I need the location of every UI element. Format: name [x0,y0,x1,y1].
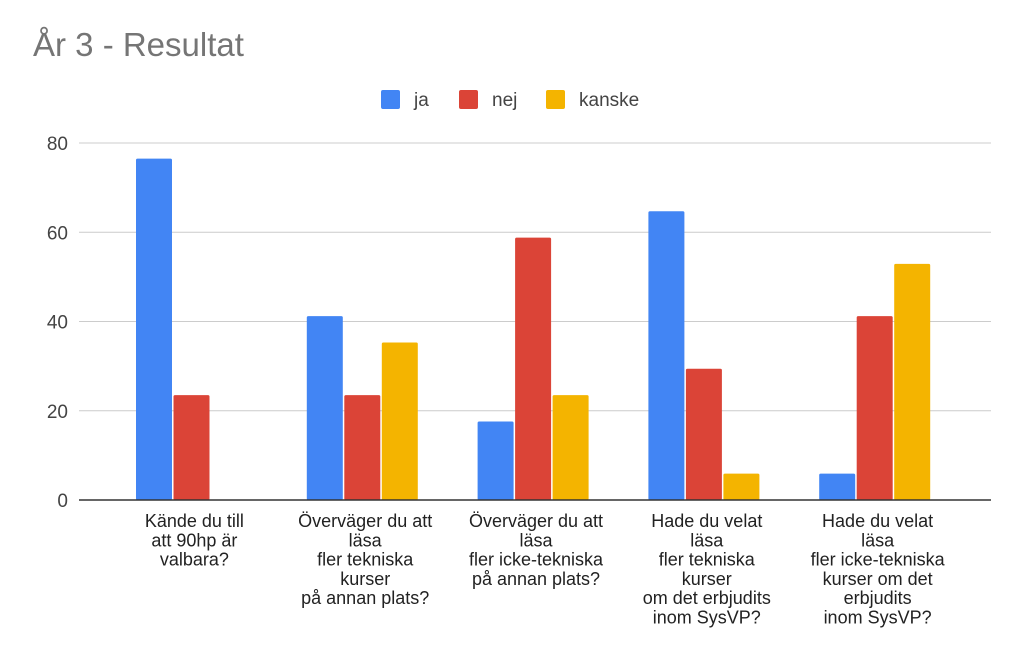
legend-label: ja [413,90,429,111]
y-tick-label: 80 [47,134,68,155]
bar-nej-4 [856,316,893,500]
x-category-line: om det erbjudits [643,588,771,608]
x-category-line: Hade du velat [651,511,762,531]
x-category-line: Överväger du att [469,511,603,531]
x-category-line: erbjudits [844,588,912,608]
legend-swatch [459,90,478,109]
legend-swatch [546,90,565,109]
legend[interactable]: ja nej kanske [381,90,639,111]
bar-nej-3 [685,368,722,500]
bar-kanske-2 [552,395,589,500]
bar-nej-2 [515,237,552,501]
x-category-line: fler icke-tekniska [469,550,604,570]
bar-kanske-4 [894,263,931,500]
bar-ja-4 [819,473,856,500]
x-category-line: kurser om det [823,569,933,589]
y-tick-label: 0 [57,491,68,512]
y-axis-ticks: 0 20 40 60 80 [47,134,68,512]
bar-ja-3 [648,211,685,500]
x-category-line: läsa [690,530,724,550]
legend-label: nej [492,90,517,111]
bars [136,158,931,501]
bar-kanske-3 [723,473,760,500]
x-category-line: kurser [340,569,390,589]
y-tick-label: 60 [47,223,68,244]
legend-label: kanske [579,90,639,111]
x-category-line: läsa [861,530,895,550]
x-category-line: inom SysVP? [824,608,932,628]
x-category-line: fler tekniska [317,550,414,570]
x-category-line: läsa [519,530,553,550]
legend-item-nej[interactable]: nej [459,90,517,111]
legend-item-kanske[interactable]: kanske [546,90,639,111]
x-category-line: på annan plats? [472,569,600,589]
chart-title: År 3 - Resultat [33,26,244,63]
bar-ja-0 [136,158,172,500]
y-tick-label: 40 [47,313,68,334]
x-category-line: att 90hp är [151,530,237,550]
x-category-line: läsa [349,530,383,550]
legend-swatch [381,90,400,109]
x-category-line: fler icke-tekniska [811,550,946,570]
bar-kanske-1 [381,342,418,500]
legend-item-ja[interactable]: ja [381,90,429,111]
x-category-line: inom SysVP? [653,608,761,628]
bar-nej-0 [173,395,210,500]
x-category-line: valbara? [160,550,229,570]
x-category-line: fler tekniska [659,550,756,570]
bar-nej-1 [344,395,381,500]
x-category-line: Hade du velat [822,511,933,531]
x-category-line: på annan plats? [301,588,429,608]
x-category-line: kurser [682,569,732,589]
x-category-line: Överväger du att [298,511,432,531]
x-category-line: Kände du till [145,511,244,531]
bar-ja-1 [306,316,343,500]
y-tick-label: 20 [47,402,68,423]
bar-ja-2 [477,421,514,500]
